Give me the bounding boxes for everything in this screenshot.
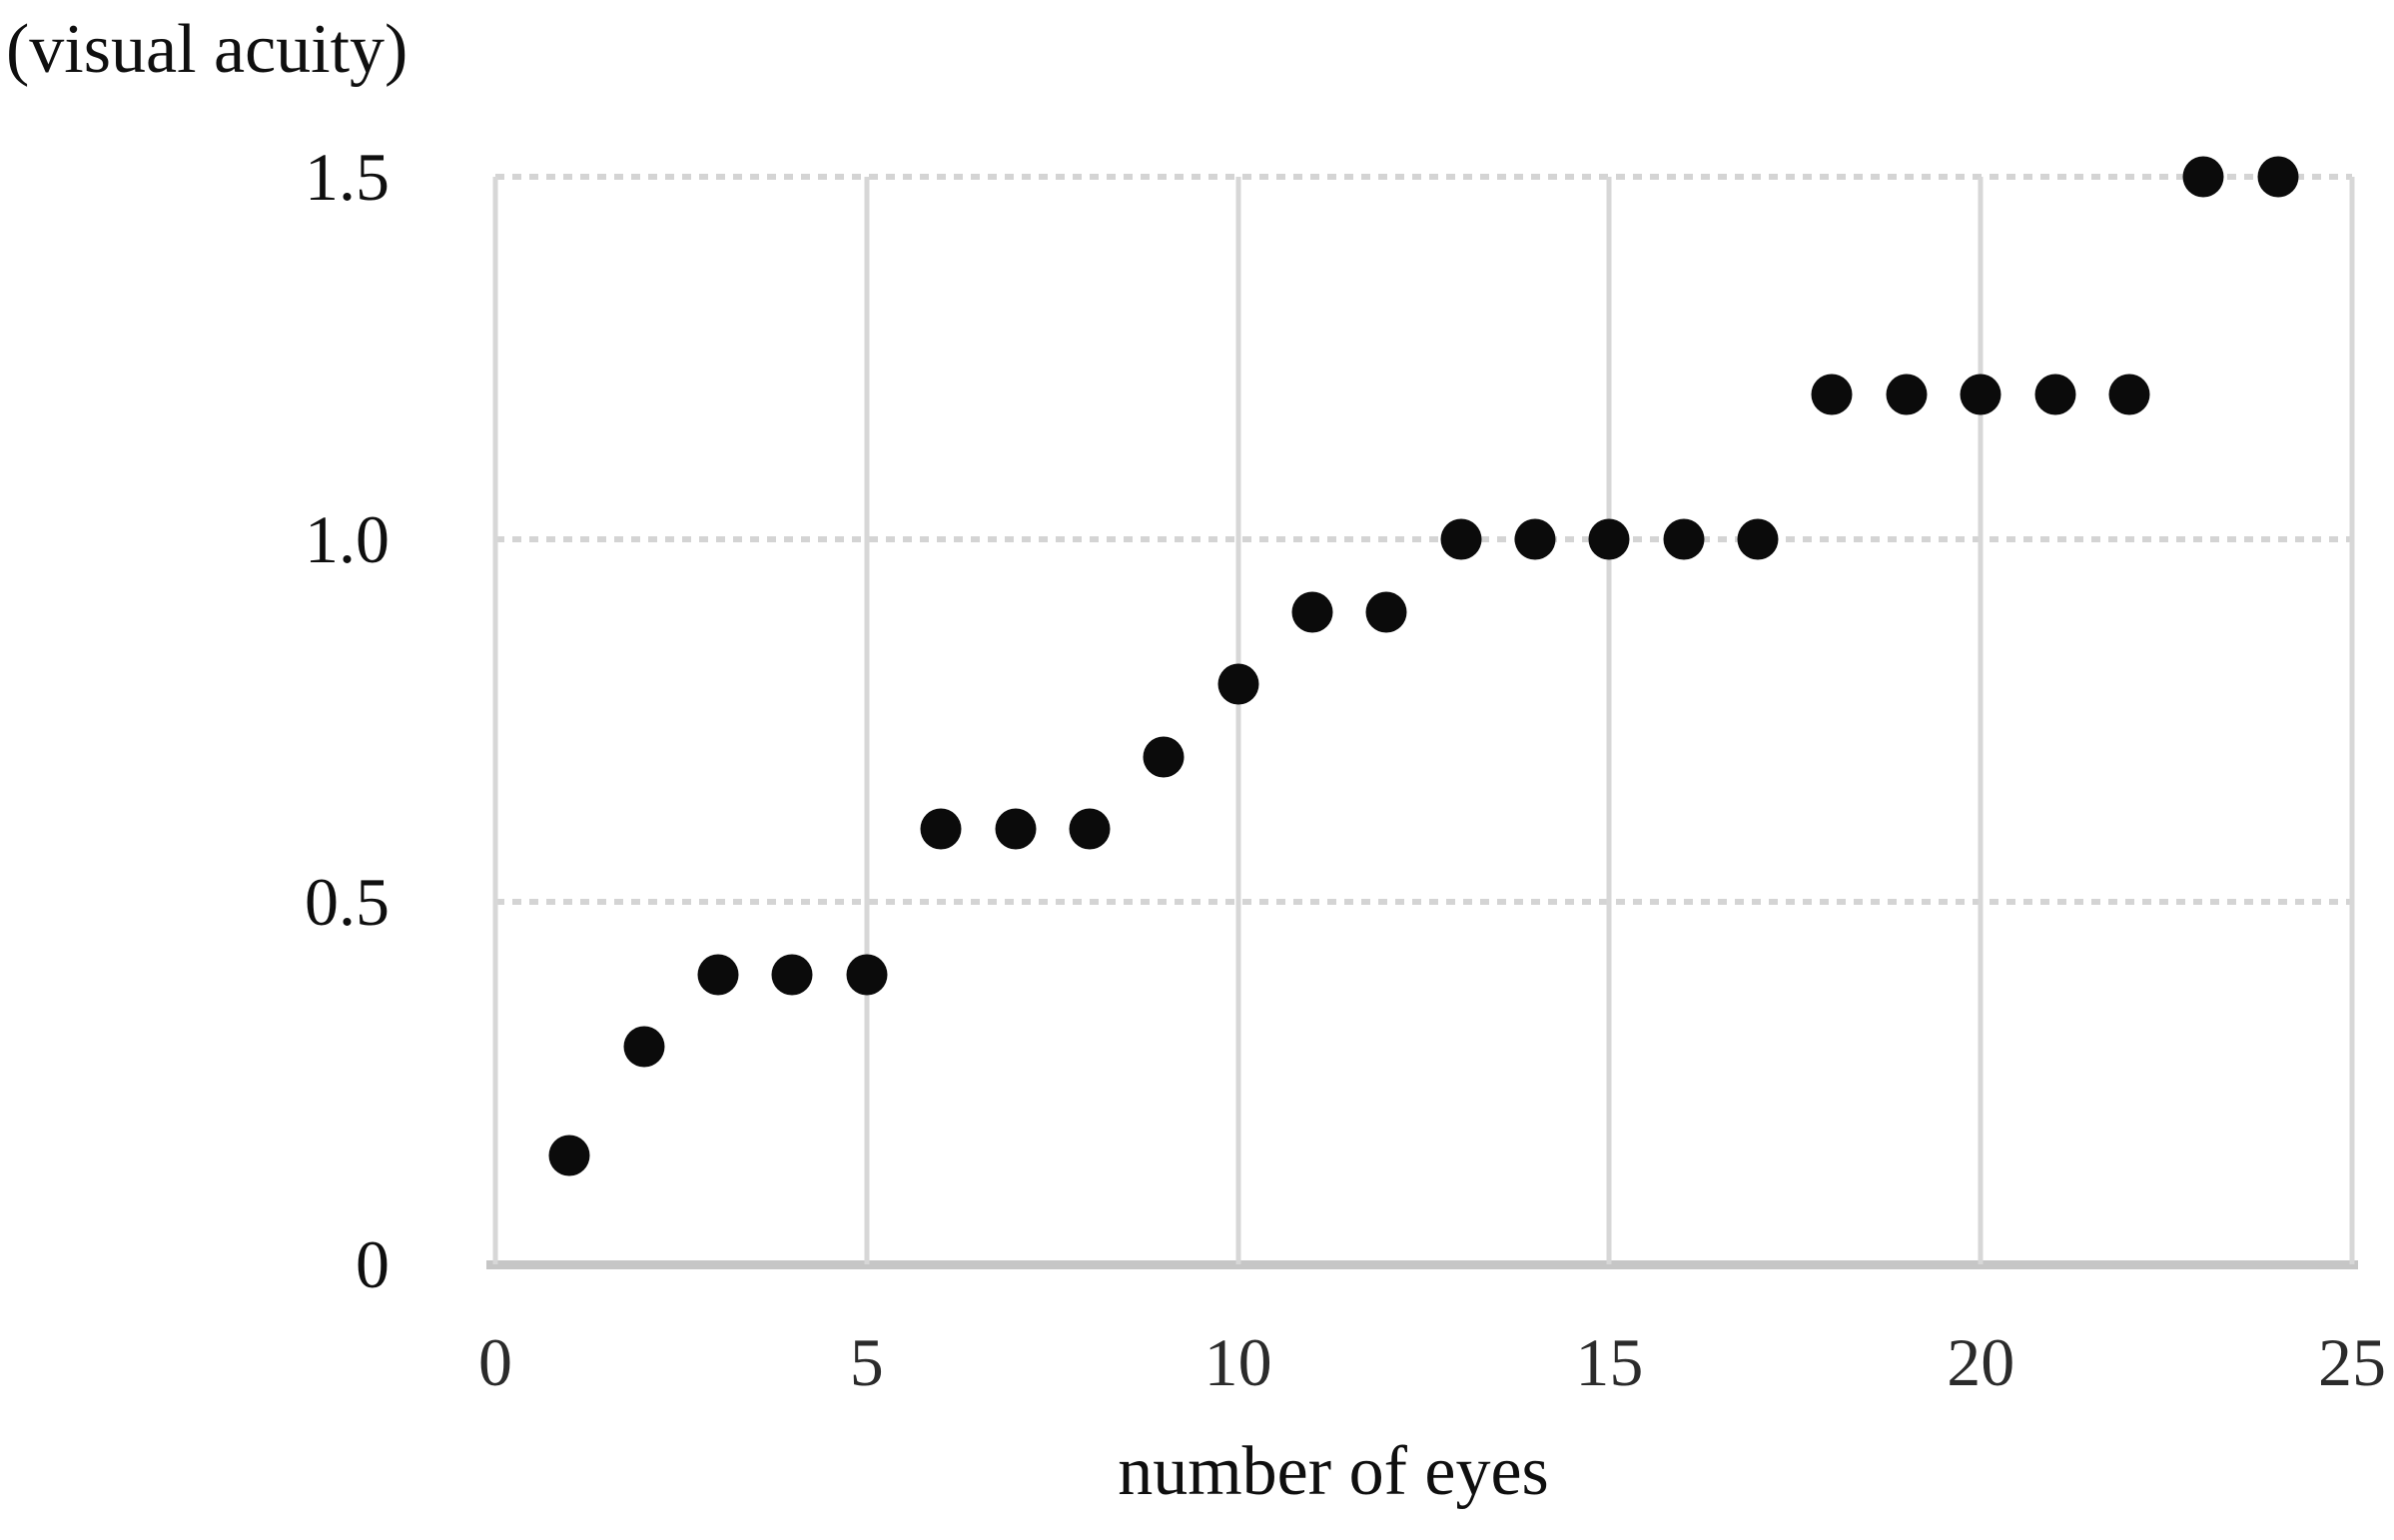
data-point (548, 1135, 590, 1176)
data-point (623, 1026, 665, 1068)
y-tick-label: 0.5 (305, 864, 390, 940)
data-point (1811, 374, 1853, 415)
data-point (1143, 736, 1185, 778)
plot-area: 0 0.5 1.0 1.5 0 5 10 15 20 25 (305, 143, 2386, 1396)
data-point (1217, 663, 1259, 705)
x-tick-label: 20 (1947, 1324, 2015, 1400)
data-point (2108, 374, 2150, 415)
data-point (1886, 374, 1928, 415)
data-point (1737, 518, 1779, 560)
data-point (1514, 518, 1556, 560)
y-gridline-dotted (495, 174, 2352, 180)
data-point (1291, 591, 1333, 633)
y-tick-label: 0 (356, 1226, 390, 1302)
data-point (1440, 518, 1482, 560)
data-point (2257, 156, 2299, 198)
data-point (1663, 518, 1705, 560)
data-point (1960, 374, 2001, 415)
y-tick-label: 1.5 (305, 139, 390, 215)
x-tick-label: 0 (478, 1324, 512, 1400)
data-point (920, 808, 962, 850)
x-tick-label: 25 (2318, 1324, 2386, 1400)
x-tick-label: 10 (1203, 1324, 1272, 1400)
x-axis-line (486, 1260, 2358, 1269)
x-gridline (864, 177, 870, 1264)
y-gridline-dotted (495, 536, 2352, 542)
data-point (1365, 591, 1407, 633)
data-point (697, 954, 739, 996)
chart-title: (visual acuity) (6, 11, 408, 88)
y-gridline-dotted (495, 899, 2352, 905)
x-tick-label: 5 (849, 1324, 884, 1400)
data-point (846, 954, 888, 996)
data-point (771, 954, 813, 996)
x-gridline (1978, 177, 1984, 1264)
x-gridline (2349, 177, 2355, 1264)
x-axis-title: number of eyes (1118, 1433, 1549, 1510)
data-point (2182, 156, 2224, 198)
data-point (995, 808, 1037, 850)
data-point (1588, 518, 1630, 560)
y-tick-label: 1.0 (305, 501, 390, 577)
data-point (2034, 374, 2076, 415)
x-tick-label: 15 (1575, 1324, 1644, 1400)
x-gridline (1606, 177, 1612, 1264)
x-gridline (492, 177, 498, 1264)
x-gridline (1235, 177, 1241, 1264)
data-point (1069, 808, 1111, 850)
